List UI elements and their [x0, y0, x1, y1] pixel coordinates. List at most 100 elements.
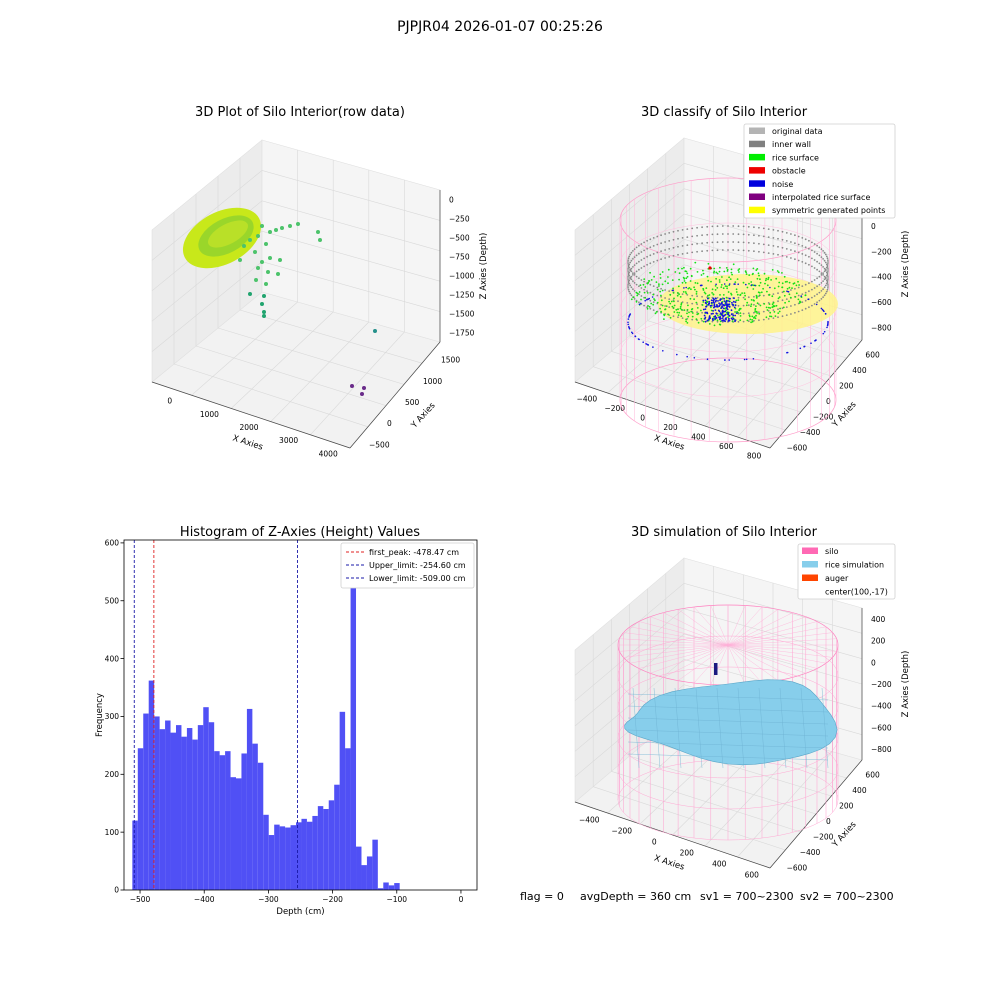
- noise-point: [717, 309, 720, 312]
- inner-wall-point: [668, 240, 671, 242]
- rice-surface-point: [736, 293, 739, 296]
- rice-surface-point: [674, 271, 677, 273]
- rice-surface-point: [797, 280, 799, 283]
- x-tick-label: −200: [604, 404, 625, 413]
- raw-data-point: [256, 234, 260, 238]
- rice-surface-point: [706, 304, 708, 306]
- rice-surface-point: [646, 282, 649, 285]
- inner-wall-point: [818, 270, 821, 273]
- x-axis-line: [574, 801, 771, 869]
- inner-wall-point: [762, 294, 765, 297]
- inner-wall-point: [668, 306, 671, 308]
- noise-point: [713, 298, 715, 301]
- rice-surface-point: [669, 302, 672, 305]
- rice-surface-point: [756, 302, 759, 305]
- noise-point: [727, 320, 730, 322]
- inner-wall-point: [737, 233, 740, 236]
- raw-data-point: [266, 270, 270, 274]
- inner-wall-point: [706, 225, 709, 228]
- rice-surface-point: [676, 294, 679, 297]
- rice-surface-point: [687, 287, 690, 290]
- rice-surface-point: [767, 276, 770, 279]
- raw-data-point: [242, 244, 246, 248]
- x-axis-label: X Axies: [231, 433, 264, 452]
- rice-surface-point: [775, 304, 778, 307]
- silo-roof-wire: [727, 644, 818, 669]
- inner-wall-point: [822, 258, 824, 260]
- rice-surface-point: [738, 307, 741, 310]
- inner-wall-point: [681, 229, 684, 231]
- inner-wall-point: [635, 270, 638, 273]
- rice-surface-point: [777, 297, 780, 300]
- noise-point: [786, 290, 788, 293]
- rice-surface-point: [700, 309, 702, 312]
- inner-wall-point: [737, 249, 740, 252]
- histogram-bar: [372, 839, 378, 890]
- inner-wall-point: [804, 307, 807, 310]
- z-tick-label: −1000: [449, 272, 475, 281]
- inner-wall-point: [820, 290, 823, 292]
- rice-surface-point: [661, 289, 664, 292]
- rice-surface-point: [771, 295, 774, 298]
- rice-surface-point: [724, 285, 727, 287]
- inner-wall-point: [701, 295, 703, 298]
- inner-wall-point: [677, 229, 679, 232]
- inner-wall-point: [813, 259, 816, 261]
- inner-wall-point: [820, 272, 823, 274]
- noise-point: [724, 301, 727, 304]
- rice-surface-point: [786, 287, 789, 290]
- x-tick-label: −200: [322, 895, 343, 904]
- noise-point: [710, 301, 713, 304]
- inner-wall-point: [681, 237, 684, 239]
- inner-wall-point: [628, 290, 631, 293]
- inner-wall-point: [656, 243, 659, 246]
- histogram-bar: [285, 827, 291, 890]
- inner-wall-point: [646, 263, 648, 266]
- inner-wall-point: [801, 261, 804, 263]
- histogram-bar: [350, 554, 357, 890]
- rice-surface-point: [730, 268, 733, 271]
- y-tick-label: 300: [105, 712, 120, 721]
- rice-surface-point: [766, 284, 769, 287]
- rice-surface-point: [660, 294, 662, 297]
- silo-roof-wire: [727, 632, 833, 646]
- silo-roof-wire: [710, 605, 729, 646]
- legend-label: rice simulation: [825, 561, 884, 570]
- grid-line: [173, 363, 369, 428]
- rice-surface-point: [726, 268, 729, 271]
- legend-swatch: [749, 193, 765, 200]
- inner-wall-point: [672, 230, 675, 233]
- rice-mesh-line: [627, 693, 829, 701]
- inner-wall-point: [640, 267, 643, 269]
- inner-wall-point: [696, 250, 698, 253]
- rice-surface-point: [755, 314, 757, 317]
- rice-surface-point: [695, 293, 698, 295]
- inner-wall-point: [808, 290, 810, 293]
- inner-wall-point: [797, 310, 800, 313]
- rice-mesh-line: [821, 687, 829, 769]
- noise-point: [723, 297, 725, 300]
- rice-surface-point: [653, 298, 655, 300]
- rice-surface-point: [743, 292, 746, 294]
- rice-surface-point: [769, 307, 772, 309]
- histogram-bar: [165, 720, 171, 890]
- y-tick-label: −200: [813, 832, 834, 841]
- rice-surface-point: [786, 280, 788, 283]
- rice-surface-point: [665, 305, 668, 307]
- raw-data-point: [248, 238, 252, 242]
- inner-wall-point: [772, 309, 775, 311]
- inner-wall-point: [701, 226, 703, 229]
- histogram-bar: [230, 777, 236, 890]
- histogram-bar: [263, 814, 269, 890]
- noise-point: [810, 342, 812, 345]
- rice-surface-point: [652, 293, 655, 296]
- histogram-bar: [361, 865, 367, 890]
- histogram-bar: [301, 818, 307, 890]
- rice-surface-point: [681, 267, 683, 270]
- inner-wall-point: [818, 246, 821, 249]
- footer-status: flag = 0 avgDepth = 360 cm sv1 = 700~230…: [520, 890, 894, 903]
- histogram-bar: [170, 732, 176, 890]
- noise-point: [821, 308, 824, 311]
- inner-wall-point: [753, 234, 755, 237]
- z-tick-label: 200: [871, 637, 886, 646]
